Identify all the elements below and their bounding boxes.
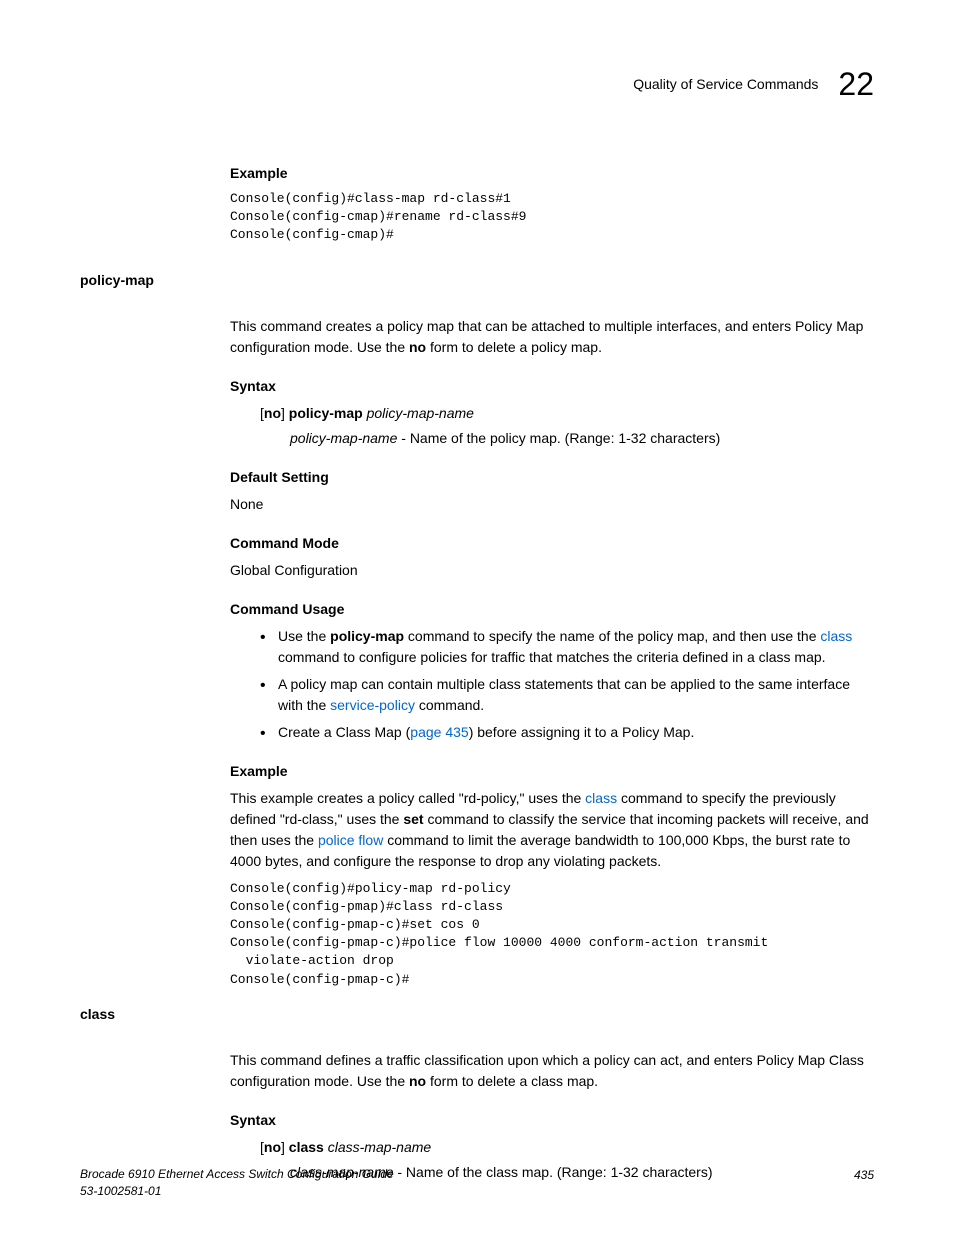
bracket: ] bbox=[281, 405, 289, 421]
no-keyword: no bbox=[264, 1139, 281, 1155]
page-link[interactable]: page 435 bbox=[410, 724, 468, 740]
text: - Name of the policy map. (Range: 1-32 c… bbox=[397, 430, 720, 446]
text: form to delete a policy map. bbox=[426, 339, 602, 355]
list-item: A policy map can contain multiple class … bbox=[260, 674, 874, 716]
footer-left: Brocade 6910 Ethernet Access Switch Conf… bbox=[80, 1166, 394, 1200]
mode-heading: Command Mode bbox=[230, 533, 874, 554]
no-keyword: no bbox=[264, 405, 281, 421]
no-keyword: no bbox=[409, 339, 426, 355]
code-block: Console(config)#policy-map rd-policy Con… bbox=[230, 880, 874, 989]
footer-title: Brocade 6910 Ethernet Access Switch Conf… bbox=[80, 1166, 394, 1183]
class-link[interactable]: class bbox=[820, 628, 852, 644]
text: Use the bbox=[278, 628, 330, 644]
example-text: This example creates a policy called "rd… bbox=[230, 788, 874, 872]
syntax-line: [no] policy-map policy-map-name bbox=[260, 403, 874, 424]
syntax-desc: policy-map-name - Name of the policy map… bbox=[290, 428, 874, 449]
param: policy-map-name bbox=[363, 405, 474, 421]
policy-map-intro: This command creates a policy map that c… bbox=[230, 316, 874, 358]
text: command. bbox=[415, 697, 484, 713]
text: ) before assigning it to a Policy Map. bbox=[469, 724, 695, 740]
page-number: 435 bbox=[854, 1166, 874, 1200]
example-heading: Example bbox=[230, 163, 874, 184]
text: command to configure policies for traffi… bbox=[278, 649, 826, 665]
usage-heading: Command Usage bbox=[230, 599, 874, 620]
syntax-heading: Syntax bbox=[230, 376, 874, 397]
footer-docnum: 53-1002581-01 bbox=[80, 1183, 394, 1200]
syntax-line: [no] class class-map-name bbox=[260, 1137, 874, 1158]
content-area: Example Console(config)#class-map rd-cla… bbox=[230, 163, 874, 1183]
class-label: class bbox=[80, 1004, 220, 1025]
page-footer: Brocade 6910 Ethernet Access Switch Conf… bbox=[80, 1166, 874, 1200]
param: class-map-name bbox=[324, 1139, 431, 1155]
text: Create a Class Map ( bbox=[278, 724, 410, 740]
default-heading: Default Setting bbox=[230, 467, 874, 488]
no-keyword: no bbox=[409, 1073, 426, 1089]
code-block: Console(config)#class-map rd-class#1 Con… bbox=[230, 190, 874, 245]
police-flow-link[interactable]: police flow bbox=[318, 832, 383, 848]
list-item: Use the policy-map command to specify th… bbox=[260, 626, 874, 668]
page-header: Quality of Service Commands 22 bbox=[80, 60, 874, 108]
class-link[interactable]: class bbox=[585, 790, 617, 806]
class-intro: This command defines a traffic classific… bbox=[230, 1050, 874, 1092]
mode-value: Global Configuration bbox=[230, 560, 874, 581]
syntax-heading: Syntax bbox=[230, 1110, 874, 1131]
list-item: Create a Class Map (page 435) before ass… bbox=[260, 722, 874, 743]
text: This example creates a policy called "rd… bbox=[230, 790, 585, 806]
service-policy-link[interactable]: service-policy bbox=[330, 697, 415, 713]
bracket: ] bbox=[281, 1139, 289, 1155]
param: policy-map-name bbox=[290, 430, 397, 446]
command-keyword: class bbox=[289, 1139, 324, 1155]
set-keyword: set bbox=[403, 811, 423, 827]
example-heading: Example bbox=[230, 761, 874, 782]
header-title: Quality of Service Commands bbox=[633, 74, 818, 95]
text: form to delete a class map. bbox=[426, 1073, 598, 1089]
policy-map-label: policy-map bbox=[80, 270, 220, 291]
default-value: None bbox=[230, 494, 874, 515]
text: command to specify the name of the polic… bbox=[404, 628, 820, 644]
chapter-number: 22 bbox=[838, 60, 874, 108]
command-keyword: policy-map bbox=[330, 628, 404, 644]
command-keyword: policy-map bbox=[289, 405, 363, 421]
usage-bullets: Use the policy-map command to specify th… bbox=[230, 626, 874, 743]
